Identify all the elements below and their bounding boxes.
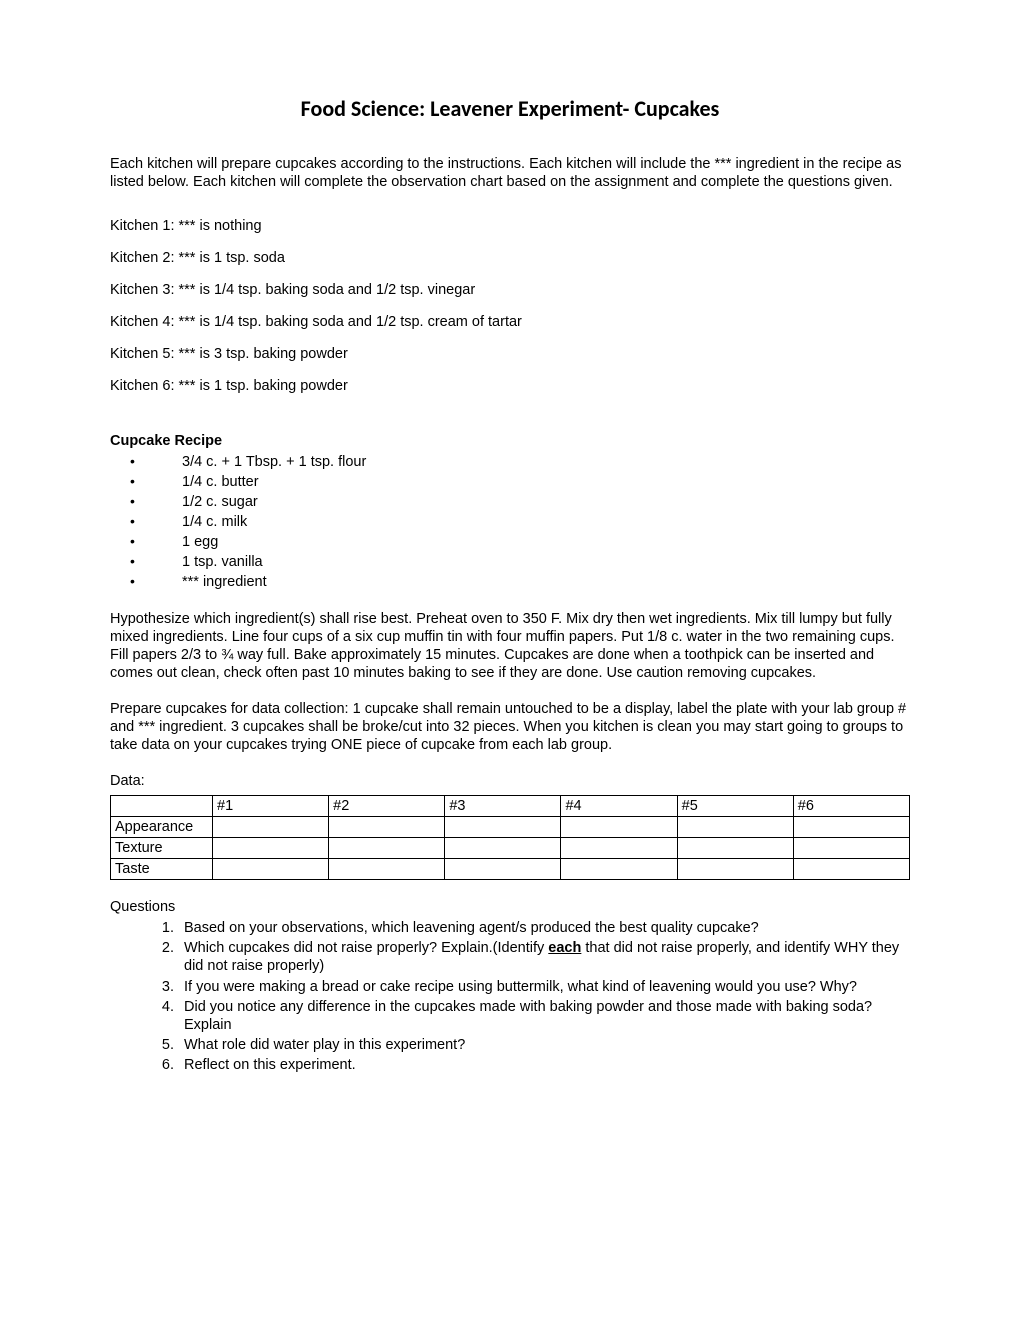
kitchen-item: Kitchen 5: *** is 3 tsp. baking powder [110,345,910,363]
table-cell [445,816,561,837]
page-title: Food Science: Leavener Experiment- Cupca… [110,95,910,123]
table-cell [677,858,793,879]
table-cell: Appearance [111,816,213,837]
kitchen-item: Kitchen 2: *** is 1 tsp. soda [110,249,910,267]
recipe-item: 1/2 c. sugar [110,493,910,511]
kitchen-item: Kitchen 4: *** is 1/4 tsp. baking soda a… [110,313,910,331]
table-cell [445,858,561,879]
table-header-row: #1 #2 #3 #4 #5 #6 [111,795,910,816]
table-header: #4 [561,795,677,816]
recipe-item: 1/4 c. milk [110,513,910,531]
questions-heading: Questions [110,898,910,916]
table-header [111,795,213,816]
table-row: Texture [111,837,910,858]
table-cell [329,858,445,879]
prep-instructions-paragraph: Prepare cupcakes for data collection: 1 … [110,700,910,754]
table-cell [561,837,677,858]
question-item: Did you notice any difference in the cup… [178,998,910,1034]
questions-list: Based on your observations, which leaven… [110,919,910,1074]
table-cell [329,816,445,837]
recipe-item: 1 egg [110,533,910,551]
data-label: Data: [110,772,910,790]
recipe-item: 3/4 c. + 1 Tbsp. + 1 tsp. flour [110,453,910,471]
question-emphasis: each [548,940,581,956]
table-row: Taste [111,858,910,879]
recipe-item: *** ingredient [110,573,910,591]
data-table: #1 #2 #3 #4 #5 #6 Appearance Texture Tas… [110,795,910,881]
question-text-before: Which cupcakes did not raise properly? E… [184,940,548,956]
table-header: #6 [793,795,909,816]
table-cell [793,816,909,837]
table-header: #5 [677,795,793,816]
table-cell [793,858,909,879]
kitchen-item: Kitchen 6: *** is 1 tsp. baking powder [110,377,910,395]
table-cell [329,837,445,858]
table-cell [677,837,793,858]
recipe-list: 3/4 c. + 1 Tbsp. + 1 tsp. flour 1/4 c. b… [110,453,910,592]
table-row: Appearance [111,816,910,837]
recipe-item: 1/4 c. butter [110,473,910,491]
table-cell [561,816,677,837]
table-cell [213,816,329,837]
table-cell: Texture [111,837,213,858]
table-cell [213,858,329,879]
kitchen-list: Kitchen 1: *** is nothing Kitchen 2: ***… [110,217,910,396]
kitchen-item: Kitchen 1: *** is nothing [110,217,910,235]
question-item: Which cupcakes did not raise properly? E… [178,939,910,975]
instructions-paragraph: Hypothesize which ingredient(s) shall ri… [110,610,910,683]
question-item: Based on your observations, which leaven… [178,919,910,937]
table-header: #3 [445,795,561,816]
question-item: Reflect on this experiment. [178,1056,910,1074]
table-header: #2 [329,795,445,816]
recipe-item: 1 tsp. vanilla [110,553,910,571]
intro-paragraph: Each kitchen will prepare cupcakes accor… [110,155,910,191]
table-cell [213,837,329,858]
table-cell [561,858,677,879]
recipe-heading: Cupcake Recipe [110,432,910,450]
question-item: If you were making a bread or cake recip… [178,978,910,996]
table-cell: Taste [111,858,213,879]
question-item: What role did water play in this experim… [178,1036,910,1054]
kitchen-item: Kitchen 3: *** is 1/4 tsp. baking soda a… [110,281,910,299]
table-cell [793,837,909,858]
table-header: #1 [213,795,329,816]
table-cell [445,837,561,858]
table-cell [677,816,793,837]
